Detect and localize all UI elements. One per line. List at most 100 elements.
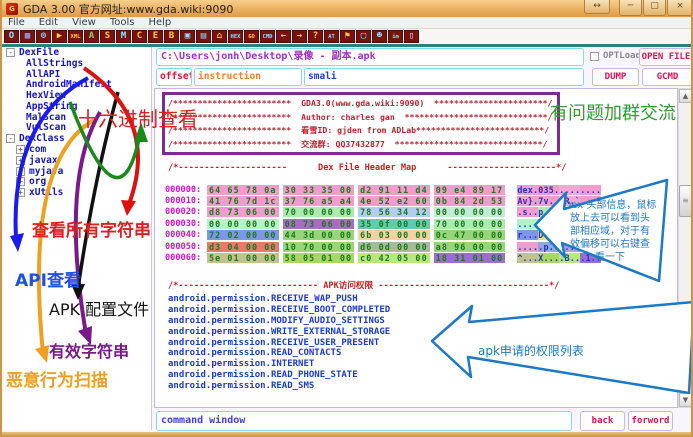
doc-icon[interactable]: ▯	[404, 30, 419, 43]
sidebar-item-javax[interactable]: + javax	[2, 155, 151, 166]
hex-byte-group[interactable]: 70 00 00 00	[282, 207, 355, 218]
expand-icon[interactable]: +	[16, 177, 25, 187]
expand-icon[interactable]: +	[16, 155, 25, 165]
sidebar-item-dexclass[interactable]: - DexClass	[2, 133, 151, 144]
strings-icon[interactable]: S	[100, 30, 115, 43]
menu-item-edit[interactable]: Edit	[38, 17, 59, 28]
hex-byte-group[interactable]: 58 05 01 00	[282, 253, 355, 264]
sidebar-item-androidmanifest[interactable]: AndroidManifest	[2, 79, 151, 90]
menu-item-file[interactable]: File	[8, 17, 25, 28]
menu-item-help[interactable]: Help	[148, 17, 172, 28]
save-icon[interactable]: ▦	[20, 30, 35, 43]
help-icon[interactable]: ?	[308, 30, 323, 43]
hex-byte-group[interactable]: d2 91 11 d4	[358, 184, 430, 195]
title-bar[interactable]: G GDA 3.00 官方网址:www.gda.wiki:9090 ↔ ─ ▢ …	[2, 0, 691, 17]
monitor-icon[interactable]: ▢	[356, 30, 371, 43]
collapse-icon[interactable]: -	[6, 47, 15, 57]
back-button[interactable]: back	[580, 411, 625, 431]
hex-byte-group[interactable]: d8 73 06 00	[207, 207, 279, 218]
sidebar-item-hexview[interactable]: HexView	[2, 90, 151, 101]
hex-byte-group[interactable]: 18 31 01 00	[433, 253, 506, 264]
hex-byte-group[interactable]: 09 e4 89 17	[433, 184, 506, 195]
hex-byte-group[interactable]: 30 33 35 00	[282, 184, 355, 195]
hex-row[interactable]: 000040: 72 02 00 00 44 3d 00 00 6b 03 00 00…	[165, 230, 602, 241]
sidebar-item-allapi[interactable]: AllAPI	[2, 69, 151, 80]
search-icon[interactable]: ⊙	[36, 30, 51, 43]
smali-field[interactable]: smali	[304, 68, 584, 86]
minimize-button[interactable]: ─	[619, 0, 642, 16]
menu-item-tools[interactable]: Tools	[109, 17, 135, 28]
hex-byte-group[interactable]: 5e 01 00 00	[207, 253, 279, 264]
hex-byte-group[interactable]: d6 0d 00 00	[358, 241, 430, 252]
gcmd-button[interactable]: GCMD	[642, 68, 691, 86]
hex-byte-group[interactable]: 0b 84 2d 53	[433, 196, 506, 207]
hex-byte-group[interactable]: 4e 52 e2 60	[358, 196, 430, 207]
ime-icon[interactable]: im	[388, 30, 403, 43]
hex-byte-group[interactable]: a8 96 00 00	[433, 241, 506, 252]
device-icon[interactable]: ▤	[196, 30, 211, 43]
collapse-icon[interactable]: -	[6, 134, 15, 144]
flag-icon[interactable]: ⚑	[340, 30, 355, 43]
vertical-scrollbar[interactable]: ▲ ≡ ▼	[678, 88, 691, 408]
command-window-input[interactable]: command window	[156, 411, 572, 431]
hex-dump[interactable]: 000000: 64 65 78 0a 30 33 35 00 d2 91 11 d4…	[165, 184, 602, 264]
open-file-button[interactable]: OPEN FILE	[639, 48, 691, 66]
sidebar-item-allstrings[interactable]: AllStrings	[2, 58, 151, 69]
sidebar-item-com[interactable]: + com	[2, 144, 151, 155]
hex-byte-group[interactable]: 41 76 7d 1c	[207, 196, 279, 207]
hex-byte-group[interactable]: 37 76 a5 a4	[282, 196, 355, 207]
cmd-icon[interactable]: CMD	[260, 30, 275, 43]
sidebar-item-xutils[interactable]: + xUtils	[2, 187, 151, 198]
sidebar-item-org[interactable]: + org	[2, 176, 151, 187]
hex-icon[interactable]: HEX	[228, 30, 243, 43]
hex-row[interactable]: 000060: 5e 01 00 00 58 05 01 00 c0 42 05 00…	[165, 252, 602, 264]
hex-byte-group[interactable]: d3 04 00 00	[207, 241, 279, 252]
optload-option[interactable]: OPTLoad	[590, 51, 641, 61]
hex-byte-group[interactable]: 08 73 06 00	[282, 218, 355, 229]
hex-byte-group[interactable]: 00 00 00 00	[433, 207, 506, 218]
close-button[interactable]: ×	[667, 0, 691, 16]
apk-path-field[interactable]: C:\Users\jonh\Desktop\录像 - 副本.apk	[156, 48, 584, 66]
hex-byte-group[interactable]: 64 65 78 0a	[207, 184, 279, 195]
hex-byte-group[interactable]: 78 56 34 12	[358, 207, 430, 218]
forward-arrow-icon[interactable]: →	[292, 30, 307, 43]
group-icon[interactable]: ☻	[372, 30, 387, 43]
hex-byte-group[interactable]: 10 70 00 00	[282, 241, 355, 252]
tree-icon[interactable]: ⌂	[212, 30, 227, 43]
hex-byte-group[interactable]: 44 3d 00 00	[282, 230, 355, 241]
expand-icon[interactable]: +	[16, 145, 25, 155]
scrollbar-thumb[interactable]: ≡	[679, 185, 691, 217]
hex-byte-group[interactable]: 0c 47 00 00	[433, 230, 506, 241]
scroll-down-icon[interactable]: ▼	[679, 393, 691, 407]
field-icon[interactable]: E	[148, 30, 163, 43]
sidebar-item-myjava[interactable]: + myjava	[2, 166, 151, 177]
hex-byte-group[interactable]: 6b 03 00 00	[358, 230, 430, 241]
hex-byte-group[interactable]: 35 0f 00 00	[358, 218, 430, 229]
sidebar-item-dexfile[interactable]: - DexFile	[2, 47, 151, 58]
hex-byte-group[interactable]: c0 42 05 00	[358, 253, 430, 264]
window-icon[interactable]: ▣	[180, 30, 195, 43]
back-arrow-icon[interactable]: ←	[276, 30, 291, 43]
instruction-field[interactable]: instruction	[194, 68, 302, 86]
apk-icon[interactable]: A	[84, 30, 99, 43]
maximize-button[interactable]: ▢	[643, 0, 666, 16]
at-icon[interactable]: AT	[324, 30, 339, 43]
method-icon[interactable]: M	[116, 30, 131, 43]
hex-row[interactable]: 000030: 00 00 00 00 08 73 06 00 35 0f 00 00…	[165, 218, 602, 229]
hex-row[interactable]: 000020: d8 73 06 00 70 00 00 00 78 56 34 12…	[165, 207, 602, 218]
expand-icon[interactable]: +	[16, 166, 25, 176]
xml-icon[interactable]: XML	[68, 30, 83, 43]
hex-row[interactable]: 000000: 64 65 78 0a 30 33 35 00 d2 91 11 d4…	[165, 184, 602, 195]
hex-row[interactable]: 000050: d3 04 00 00 10 70 00 00 d6 0d 00 00…	[165, 241, 602, 252]
run-icon[interactable]: ▶	[52, 30, 67, 43]
hex-row[interactable]: 000010: 41 76 7d 1c 37 76 a5 a4 4e 52 e2 60…	[165, 195, 602, 207]
expand-icon[interactable]: +	[16, 188, 25, 198]
dump-button[interactable]: DUMP	[592, 68, 639, 86]
hex-byte-group[interactable]: 72 02 00 00	[207, 230, 279, 241]
class-icon[interactable]: C	[132, 30, 147, 43]
optload-checkbox[interactable]	[590, 51, 599, 61]
hex-byte-group[interactable]: 00 00 00 00	[207, 218, 279, 229]
offset-field[interactable]: offset	[156, 68, 192, 86]
scroll-up-icon[interactable]: ▲	[679, 89, 691, 103]
menu-item-view[interactable]: View	[72, 17, 96, 28]
